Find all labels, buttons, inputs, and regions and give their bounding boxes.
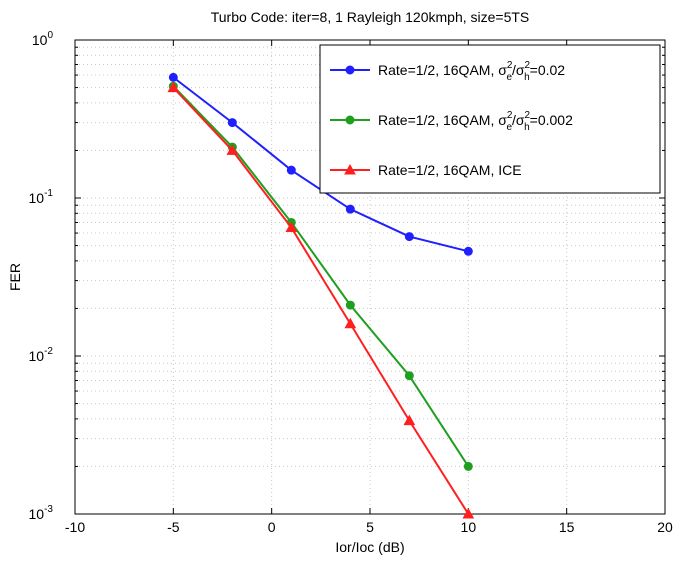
data-point — [227, 118, 237, 128]
legend-entry: Rate=1/2, 16QAM, σ2 e/σ2 h=0.002 — [330, 110, 573, 133]
grid — [75, 40, 665, 514]
data-point — [285, 221, 298, 233]
data-point — [344, 317, 357, 329]
legend: Rate=1/2, 16QAM, σ2 e/σ2 h=0.02 Rate=1/2, 1… — [319, 44, 661, 194]
x-tick-label: -10 — [65, 519, 85, 535]
data-point — [345, 115, 355, 125]
data-point — [226, 144, 239, 155]
legend-label: Rate=1/2, 16QAM, σ2 e/σ2 h=0.02 — [378, 60, 565, 83]
axes: -10 -5 0 5 10 15 20 100 10-1 10-2 10-3 — [29, 30, 673, 535]
legend-box — [319, 44, 661, 194]
data-point — [167, 81, 180, 93]
data-point — [463, 246, 473, 256]
x-tick-label: 20 — [657, 519, 673, 535]
x-tick-label: 15 — [559, 519, 575, 535]
data-point — [168, 72, 178, 82]
x-tick-label: 0 — [268, 519, 276, 535]
legend-label: Rate=1/2, 16QAM, σ2 e/σ2 h=0.002 — [378, 110, 573, 133]
legend-entry: Rate=1/2, 16QAM, σ2 e/σ2 h=0.02 — [330, 60, 565, 83]
data-point — [404, 232, 414, 242]
y-tick-label: 100 — [32, 30, 54, 48]
data-point — [462, 507, 475, 519]
x-tick-label: 5 — [366, 519, 374, 535]
legend-entry: Rate=1/2, 16QAM, ICE — [330, 162, 522, 178]
data-point — [345, 204, 355, 214]
data-point — [286, 165, 296, 175]
data-point — [345, 300, 355, 310]
series-line — [172, 85, 470, 467]
x-tick-label: -5 — [167, 519, 180, 535]
data-point — [403, 414, 416, 426]
series-line — [172, 86, 470, 515]
y-tick-label: 10-1 — [29, 188, 54, 206]
series-3 — [167, 81, 475, 519]
legend-label: Rate=1/2, 16QAM, ICE — [378, 162, 522, 178]
data-point — [344, 163, 356, 175]
data-point — [463, 461, 473, 471]
x-axis-label: Ior/Ioc (dB) — [335, 539, 404, 555]
y-tick-label: 10-3 — [29, 504, 54, 522]
data-point — [404, 371, 414, 381]
data-point — [345, 65, 355, 75]
x-tick-label: 10 — [461, 519, 477, 535]
chart-title: Turbo Code: iter=8, 1 Rayleigh 120kmph, … — [211, 9, 530, 25]
y-axis-label: FER — [7, 263, 23, 291]
y-tick-label: 10-2 — [29, 346, 54, 364]
